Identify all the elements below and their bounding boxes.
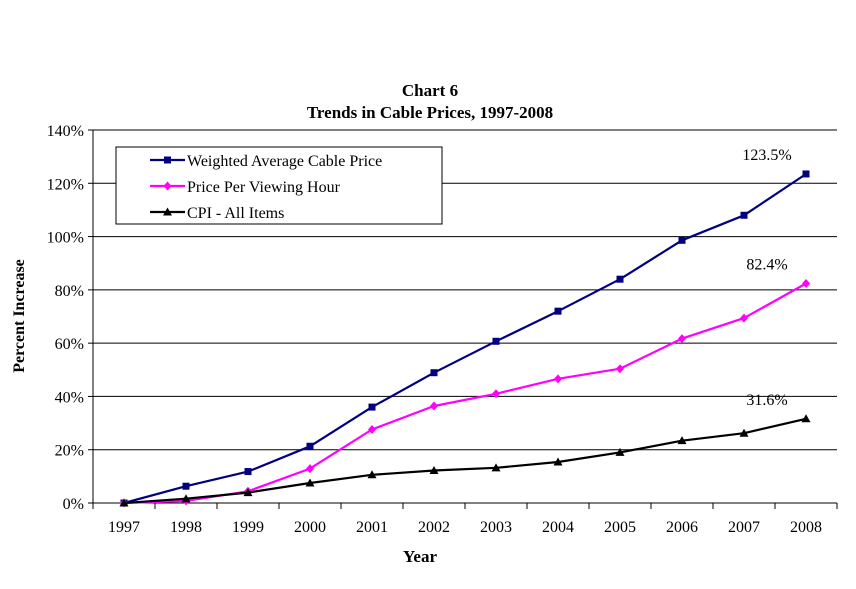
x-tick-label: 2004 [542, 519, 574, 536]
data-point [430, 369, 438, 377]
legend-label: Weighted Average Cable Price [187, 153, 382, 170]
data-point [802, 278, 810, 288]
data-point [616, 364, 624, 374]
x-tick-label: 2003 [480, 519, 512, 536]
x-tick-label: 1998 [170, 519, 202, 536]
legend-marker [164, 156, 171, 164]
data-point [615, 447, 625, 456]
data-label: 82.4% [746, 256, 787, 273]
axes: 0% 20% 40% 60% 80% 100% 120% 140% 1997 1998 1999 20… [47, 123, 838, 536]
legend-entry: Price Per Viewing Hour [150, 179, 341, 196]
x-tick-label: 2005 [604, 519, 636, 536]
x-tick-label: 2000 [294, 519, 326, 536]
legend-entry: Weighted Average Cable Price [150, 153, 382, 170]
x-tick-label: 2002 [418, 519, 450, 536]
data-point [243, 488, 253, 497]
data-point [678, 334, 686, 344]
data-point [740, 313, 748, 323]
y-axis-label: Percent Increase [11, 259, 28, 373]
series-line [123, 417, 807, 505]
data-point [678, 236, 686, 244]
y-tick-label: 100% [47, 230, 84, 247]
data-point [367, 470, 377, 479]
y-tick-label: 80% [55, 283, 84, 300]
data-point [554, 307, 562, 315]
x-tick-label: 2007 [728, 519, 760, 536]
x-tick-label: 2001 [356, 519, 388, 536]
data-point [554, 374, 562, 384]
data-point [801, 414, 811, 423]
x-tick-label: 1999 [232, 519, 264, 536]
y-tick-label: 40% [55, 389, 84, 406]
x-tick-label: 1997 [108, 519, 140, 536]
data-point [677, 436, 687, 445]
y-tick-label: 20% [55, 443, 84, 460]
data-point [802, 170, 810, 178]
legend-entry: CPI - All Items [150, 205, 284, 222]
series-2 [120, 278, 810, 508]
legend-marker [163, 207, 172, 216]
data-point [368, 403, 376, 411]
x-tick-label: 2008 [790, 519, 822, 536]
legend-label: Price Per Viewing Hour [187, 179, 341, 196]
data-point [305, 478, 315, 487]
y-tick-label: 0% [63, 496, 84, 513]
data-point [368, 424, 376, 434]
legend-label: CPI - All Items [187, 205, 284, 222]
data-label: 31.6% [746, 392, 787, 409]
data-point [429, 465, 439, 474]
chart-title: Chart 6 [402, 81, 458, 100]
data-point [740, 211, 748, 219]
data-point [430, 401, 438, 411]
data-point [492, 337, 500, 345]
data-point [181, 494, 191, 503]
data-point [491, 463, 501, 472]
data-point [306, 442, 314, 450]
series-3 [119, 414, 811, 507]
data-point [492, 389, 500, 399]
legend: Weighted Average Cable Price Price Per Vi… [115, 146, 443, 225]
data-point [182, 482, 190, 490]
annotations: 123.5% 82.4% 31.6% [742, 147, 791, 409]
chart-subtitle: Trends in Cable Prices, 1997-2008 [307, 103, 553, 122]
data-point [616, 275, 624, 283]
x-axis-label: Year [403, 547, 437, 566]
series-group [119, 170, 811, 508]
y-tick-label: 60% [55, 336, 84, 353]
data-point [306, 464, 314, 474]
data-label: 123.5% [742, 147, 791, 164]
x-tick-label: 2006 [666, 519, 698, 536]
legend-marker [163, 181, 172, 191]
y-tick-label: 140% [47, 123, 84, 140]
data-point [553, 457, 563, 466]
y-tick-label: 120% [47, 176, 84, 193]
data-point [119, 498, 129, 507]
series-line [123, 173, 807, 505]
data-point [244, 468, 252, 476]
data-point [739, 428, 749, 437]
